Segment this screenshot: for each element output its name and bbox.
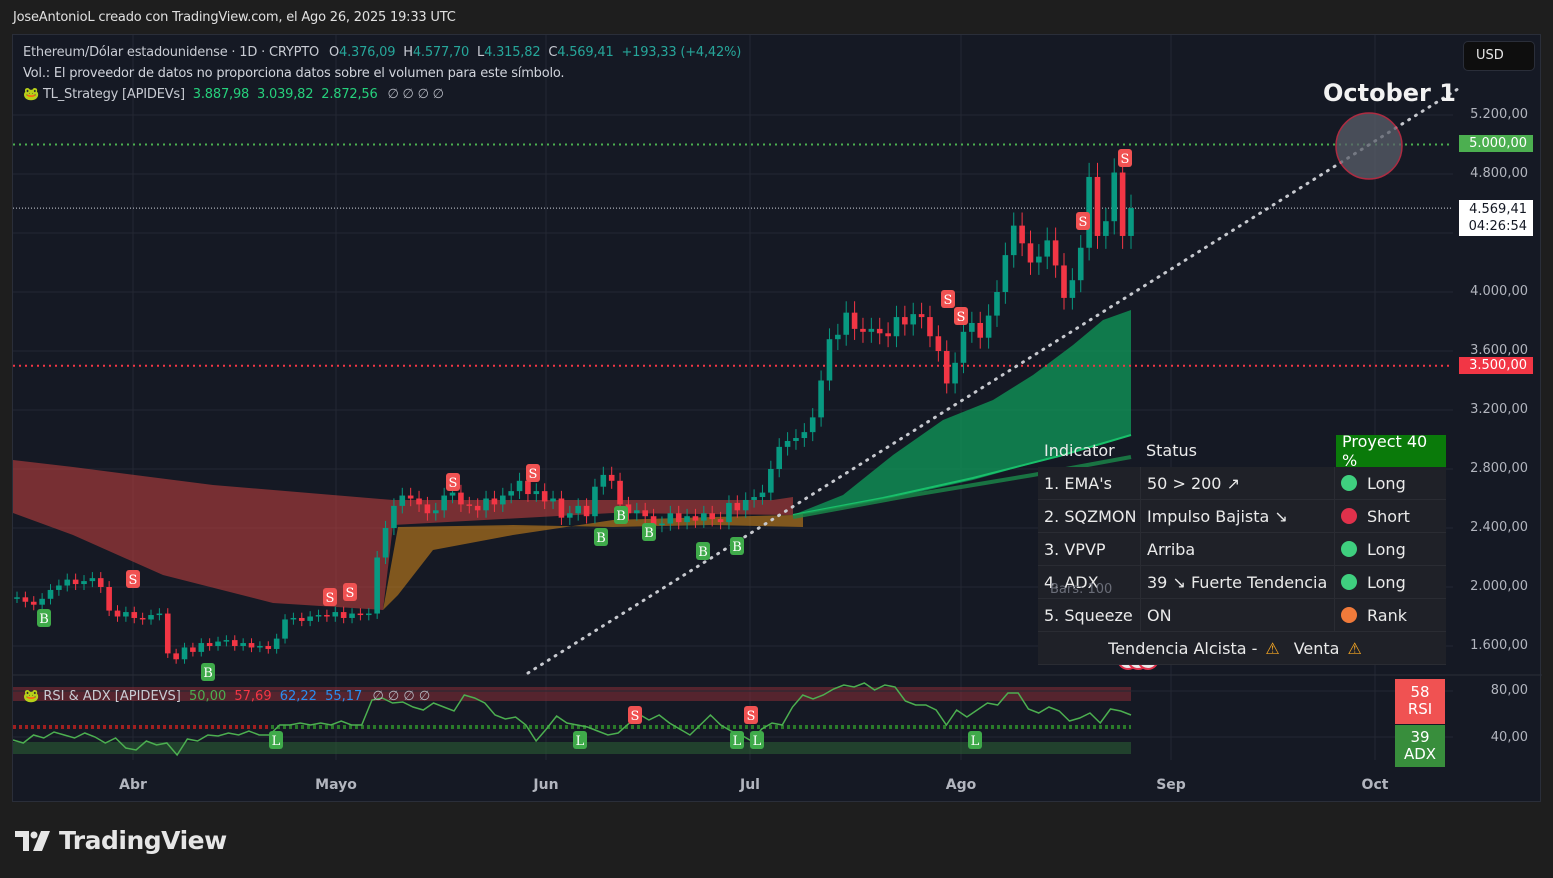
- svg-text:B: B: [732, 540, 742, 555]
- open-value: 4.376,09: [339, 45, 396, 60]
- strategy-value-1: 3.887,98: [192, 87, 250, 102]
- target-price-label: 5.000,00: [1459, 135, 1533, 152]
- table-header: Indicator Status Proyect 40 %: [1038, 432, 1446, 470]
- bars-note: Bars: 100: [1050, 582, 1113, 597]
- svg-text:B: B: [203, 666, 213, 681]
- time-tick: Sep: [1156, 777, 1186, 793]
- frog-icon: 🐸: [23, 87, 39, 102]
- time-tick: Jul: [740, 777, 760, 793]
- frog-icon: 🐸: [23, 689, 40, 704]
- svg-text:B: B: [616, 509, 626, 524]
- svg-text:S: S: [1079, 215, 1088, 230]
- rsi-badge: 58 RSI: [1395, 679, 1445, 724]
- svg-text:S: S: [529, 467, 538, 482]
- signal-dot-icon: [1341, 475, 1357, 491]
- table-row: 4. ADX 39 ↘ Fuerte Tendencia Long: [1038, 566, 1446, 599]
- svg-text:L: L: [733, 734, 742, 749]
- rsi-tick: 80,00: [1490, 683, 1528, 698]
- warning-icon: ⚠: [1347, 638, 1362, 658]
- strategy-value-2: 3.039,82: [257, 87, 314, 102]
- svg-text:S: S: [326, 591, 335, 606]
- svg-text:S: S: [346, 586, 355, 601]
- time-tick: Abr: [119, 777, 147, 793]
- svg-text:S: S: [957, 310, 966, 325]
- table-row: 2. SQZMON Impulso Bajista ↘ Short: [1038, 500, 1446, 533]
- indicator-table: Indicator Status Proyect 40 % 1. EMA's 5…: [1038, 432, 1446, 665]
- time-tick: Mayo: [315, 777, 357, 793]
- svg-text:B: B: [39, 612, 49, 627]
- low-value: 4.315,82: [484, 45, 541, 60]
- svg-text:S: S: [1121, 152, 1130, 167]
- change-value: +193,33 (+4,42%): [621, 45, 742, 60]
- strategy-name: TL_Strategy [APIDEVs]: [42, 87, 185, 102]
- bar-countdown: 04:26:54: [1468, 219, 1527, 234]
- strategy-value-3: 2.872,56: [321, 87, 378, 102]
- price-tick: 4.800,00: [1470, 166, 1528, 181]
- price-tick: 3.600,00: [1470, 343, 1528, 358]
- adx-badge: 39 ADX: [1395, 725, 1445, 767]
- svg-text:S: S: [129, 573, 138, 588]
- svg-text:B: B: [698, 545, 708, 560]
- price-tick: 5.200,00: [1470, 107, 1528, 122]
- header-indicator: Indicator: [1044, 441, 1115, 460]
- symbol-legend: Ethereum/Dólar estadounidense · 1D · CRY…: [23, 45, 742, 60]
- rsi-tick: 40,00: [1490, 730, 1528, 745]
- signal-dot-icon: [1341, 607, 1357, 623]
- svg-text:L: L: [971, 734, 980, 749]
- chart-credit: JoseAntonioL creado con TradingView.com,…: [13, 10, 456, 25]
- warning-icon: ⚠: [1265, 638, 1280, 658]
- time-tick: Ago: [945, 777, 977, 793]
- tradingview-logo[interactable]: TradingView: [15, 826, 227, 855]
- svg-text:S: S: [944, 293, 953, 308]
- last-price-label: 4.569,41 04:26:54: [1459, 200, 1533, 236]
- october-annotation: October 1: [1323, 79, 1456, 107]
- table-row: 1. EMA's 50 > 200 ↗ Long: [1038, 467, 1446, 500]
- table-footer: Tendencia Alcista - ⚠ Venta ⚠: [1038, 632, 1446, 665]
- tradingview-logo-icon: [15, 830, 50, 851]
- svg-text:S: S: [449, 476, 458, 491]
- rsi-indicator-name: RSI & ADX [APIDEVS]: [43, 689, 181, 704]
- close-value: 4.569,41: [557, 45, 614, 60]
- volume-note: Vol.: El proveedor de datos no proporcio…: [23, 66, 565, 81]
- price-tick: 2.800,00: [1470, 461, 1528, 476]
- projection-badge: Proyect 40 %: [1336, 432, 1446, 470]
- svg-text:L: L: [576, 734, 585, 749]
- price-tick: 3.200,00: [1470, 402, 1528, 417]
- svg-text:S: S: [631, 709, 640, 724]
- signal-dot-icon: [1341, 574, 1357, 590]
- support-price-label: 3.500,00: [1459, 357, 1533, 374]
- table-row: 5. Squeeze ON Rank: [1038, 599, 1446, 632]
- signal-dot-icon: [1341, 508, 1357, 524]
- svg-text:B: B: [596, 531, 606, 546]
- price-tick: 4.000,00: [1470, 284, 1528, 299]
- price-tick: 2.000,00: [1470, 579, 1528, 594]
- price-tick: 1.600,00: [1470, 638, 1528, 653]
- rsi-legend[interactable]: 🐸 RSI & ADX [APIDEVS] 50,00 57,69 62,22 …: [23, 689, 431, 704]
- price-tick: 2.400,00: [1470, 520, 1528, 535]
- symbol-title: Ethereum/Dólar estadounidense · 1D · CRY…: [23, 45, 320, 60]
- svg-text:S: S: [747, 709, 756, 724]
- brand-name: TradingView: [59, 826, 227, 855]
- header-status: Status: [1146, 441, 1197, 460]
- strategy-legend[interactable]: 🐸 TL_Strategy [APIDEVs] 3.887,98 3.039,8…: [23, 87, 444, 102]
- time-tick: Jun: [533, 777, 559, 793]
- strategy-nulls: ∅ ∅ ∅ ∅: [387, 87, 444, 102]
- svg-text:L: L: [272, 734, 281, 749]
- svg-text:L: L: [753, 734, 762, 749]
- currency-button[interactable]: USD: [1463, 41, 1535, 71]
- high-value: 4.577,70: [412, 45, 470, 60]
- table-row: 3. VPVP Arriba Long: [1038, 533, 1446, 566]
- svg-text:B: B: [644, 526, 654, 541]
- time-tick: Oct: [1361, 777, 1389, 793]
- signal-dot-icon: [1341, 541, 1357, 557]
